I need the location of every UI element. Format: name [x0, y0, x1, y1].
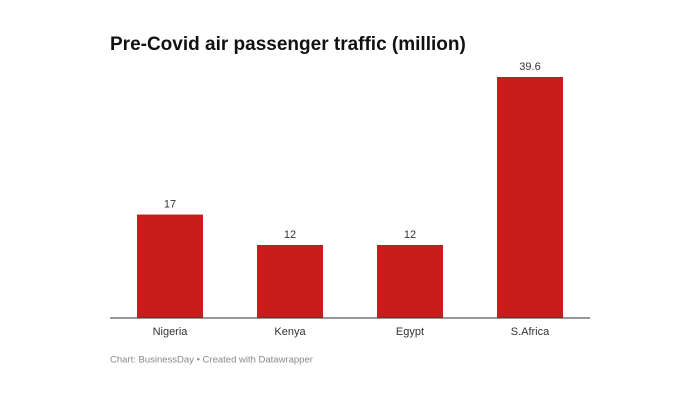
bar [497, 77, 563, 318]
x-tick-label: Egypt [396, 326, 424, 338]
bar [377, 244, 443, 318]
x-tick-label: S.Africa [511, 326, 550, 338]
data-label: 39.6 [519, 61, 540, 73]
chart-title: Pre-Covid air passenger traffic (million… [110, 34, 466, 55]
data-label: 12 [284, 229, 296, 241]
data-label: 17 [164, 198, 176, 210]
x-tick-label: Nigeria [153, 326, 189, 338]
data-label: 12 [404, 229, 416, 241]
bar [137, 214, 203, 318]
chart-source: Chart: BusinessDay • Created with Datawr… [110, 355, 313, 366]
x-tick-label: Kenya [274, 326, 306, 338]
bar [257, 244, 323, 318]
